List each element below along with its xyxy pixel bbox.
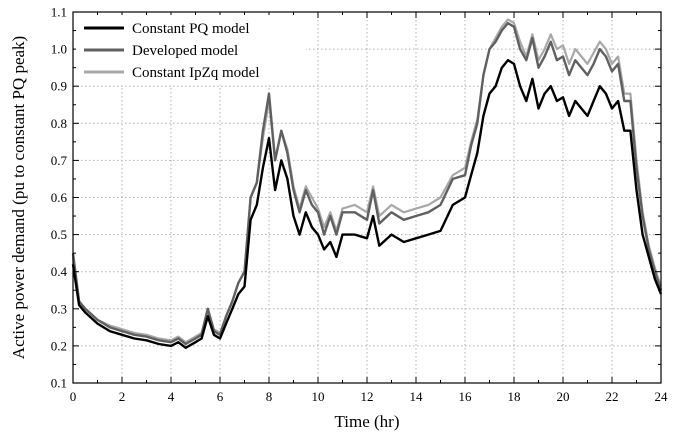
- y-tick-label: 0.4: [51, 264, 68, 279]
- x-tick-labels: 0 2 4 6 8 10 12 14 16 18 20 22 24: [70, 389, 668, 404]
- y-tick-label: 0.2: [51, 338, 67, 353]
- y-tick-label: 1.1: [51, 5, 67, 20]
- x-tick-label: 24: [655, 389, 669, 404]
- y-tick-label: 0.5: [51, 227, 67, 242]
- legend-label-constant-ipzq: Constant IpZq model: [132, 65, 260, 81]
- x-tick-label: 10: [312, 389, 325, 404]
- y-axis-title: Active power demand (pu to constant PQ p…: [9, 36, 28, 359]
- x-axis-title: Time (hr): [334, 412, 399, 431]
- legend-label-developed: Developed model: [132, 43, 238, 59]
- x-tick-label: 18: [508, 389, 521, 404]
- series-layer: [71, 18, 663, 349]
- legend: Constant PQ model Developed model Consta…: [76, 15, 306, 85]
- y-tick-label: 0.7: [51, 153, 68, 168]
- y-tick-label: 0.9: [51, 79, 67, 94]
- legend-label-constant-pq: Constant PQ model: [132, 21, 250, 37]
- x-tick-label: 20: [557, 389, 570, 404]
- x-tick-label: 16: [459, 389, 473, 404]
- x-tick-label: 2: [119, 389, 126, 404]
- y-tick-label: 0.1: [51, 376, 67, 391]
- series-line-0: [71, 59, 663, 349]
- x-tick-label: 6: [217, 389, 224, 404]
- y-tick-label: 1.0: [51, 42, 67, 57]
- x-tick-label: 4: [168, 389, 175, 404]
- y-tick-label: 0.8: [51, 116, 67, 131]
- y-tick-labels: 0.1 0.2 0.3 0.4 0.5 0.6 0.7 0.8 0.9 1.0 1.1: [51, 5, 68, 391]
- x-tick-label: 12: [361, 389, 374, 404]
- x-tick-label: 8: [266, 389, 273, 404]
- grid-lines: [73, 12, 661, 383]
- x-tick-label: 14: [410, 389, 424, 404]
- x-tick-label: 0: [70, 389, 77, 404]
- y-tick-label: 0.3: [51, 301, 67, 316]
- y-tick-label: 0.6: [51, 190, 68, 205]
- x-tick-label: 22: [606, 389, 619, 404]
